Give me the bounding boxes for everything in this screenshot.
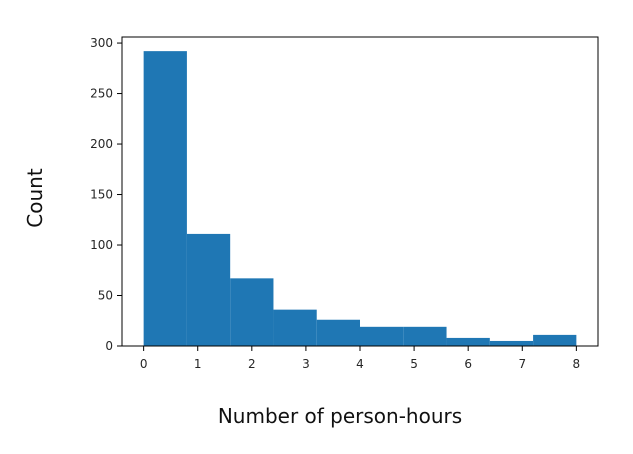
y-axis: 0 50 100 150 200 250 300 (90, 36, 122, 353)
y-tick-label-3: 150 (90, 188, 113, 202)
histogram-bar-7 (446, 337, 490, 346)
x-tick-label-3: 3 (302, 357, 310, 371)
histogram-bar-9 (533, 334, 577, 346)
x-tick-label-8: 8 (573, 357, 581, 371)
x-tick-label-6: 6 (464, 357, 472, 371)
bars-layer (143, 51, 577, 346)
histogram-bar-2 (230, 278, 274, 346)
x-axis-title: Number of person-hours (218, 404, 462, 428)
y-axis-title: Count (23, 168, 47, 228)
y-tick-label-2: 100 (90, 238, 113, 252)
y-tick-label-4: 200 (90, 137, 113, 151)
histogram-bar-3 (273, 309, 317, 346)
histogram-bar-8 (489, 340, 534, 346)
histogram-bar-6 (403, 326, 447, 346)
x-tick-label-7: 7 (518, 357, 526, 371)
y-tick-label-1: 50 (98, 289, 113, 303)
y-tick-label-5: 250 (90, 87, 113, 101)
y-tick-label-6: 300 (90, 36, 113, 50)
histogram-bar-0 (143, 51, 187, 346)
y-tick-label-0: 0 (105, 339, 113, 353)
x-tick-label-1: 1 (194, 357, 202, 371)
plot-frame (121, 36, 599, 347)
x-tick-label-4: 4 (356, 357, 364, 371)
x-tick-label-0: 0 (140, 357, 148, 371)
histogram-bar-5 (360, 326, 404, 346)
x-tick-label-2: 2 (248, 357, 256, 371)
x-tick-label-5: 5 (410, 357, 418, 371)
x-axis: 0 1 2 3 4 5 6 7 8 (140, 346, 580, 371)
histogram-bar-1 (186, 233, 231, 346)
histogram-bar-4 (316, 319, 360, 346)
